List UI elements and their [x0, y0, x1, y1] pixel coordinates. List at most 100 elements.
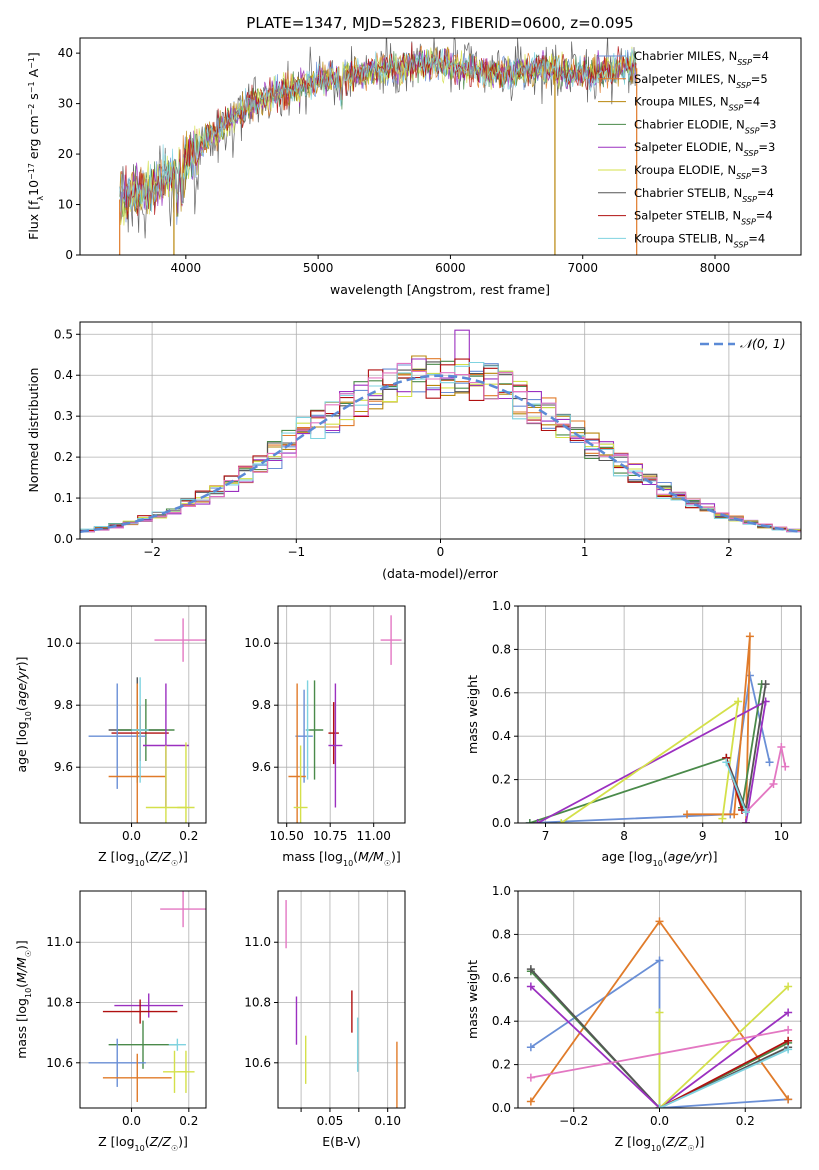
legend-subscript: SSP [729, 103, 744, 112]
plot-area [80, 329, 801, 534]
label-part: )] [178, 849, 188, 864]
label-part: A [26, 68, 41, 81]
mass-vs-extinction-panel: 0.05 0.10 10.6 10.8 11.0 E(B-V) [244, 890, 406, 1149]
weight-marker [722, 758, 731, 767]
x-tick-label: 5000 [303, 261, 334, 275]
weight-marker [526, 1043, 535, 1052]
label-part: age [log [14, 721, 29, 772]
label-part: mass [log [282, 849, 343, 864]
figure-title: PLATE=1347, MJD=52823, FIBERID=0600, z=0… [246, 14, 633, 32]
x-tick-label: 6000 [435, 261, 466, 275]
label-part: ☉ [687, 1144, 694, 1153]
legend-count: =4 [757, 186, 774, 200]
label-part: 10 [26, 180, 41, 196]
label-part: ☉ [384, 859, 391, 868]
legend-count: =4 [743, 95, 760, 109]
x-axis-label: wavelength [Angstrom, rest frame] [330, 282, 550, 297]
x-axis-label: Z [log10(Z/Z☉)] [615, 1134, 705, 1153]
label-part: Z [log [98, 849, 134, 864]
legend-name: Chabrier STELIB, N [634, 186, 742, 200]
legend-count: =3 [760, 117, 777, 131]
label-part: M/M [14, 957, 29, 983]
weight-marker [526, 1073, 535, 1082]
legend-name: Salpeter MILES, N [634, 72, 736, 86]
x-tick-label: 10.75 [313, 829, 347, 843]
plot-area [88, 891, 206, 1102]
axes-frame: 0.0 0.2 9.6 9.8 10.0 [46, 605, 207, 843]
weight-series [530, 985, 789, 1108]
weight-marker [525, 819, 534, 823]
axes-frame: −0.2 0.0 0.2 0.0 0.2 0.4 0.6 0.8 1.0 [492, 884, 802, 1128]
y-tick-label: 0.8 [492, 927, 511, 941]
weight-series [530, 968, 789, 1108]
y-tick-label: 0.4 [492, 729, 511, 743]
label-part: erg cm [26, 116, 41, 164]
weight-marker [557, 819, 566, 823]
x-tick-label: 10.50 [270, 829, 304, 843]
axes-frame: 0.0 0.2 10.6 10.8 11.0 [46, 890, 207, 1128]
label-part: M/M [358, 849, 384, 864]
y-tick-label: 20 [58, 147, 73, 161]
x-tick-label: 0.0 [122, 1114, 141, 1128]
x-tick-label: 7000 [567, 261, 598, 275]
x-tick-label: 11.00 [357, 829, 391, 843]
weight-marker [730, 810, 739, 819]
weight-marker [745, 632, 754, 641]
legend-subscript: SSP [745, 126, 760, 135]
weight-marker [761, 680, 770, 689]
axes-border [79, 890, 207, 1109]
label-part: 10 [653, 859, 663, 868]
legend-subscript: SSP [734, 240, 749, 249]
label-part: age [log [601, 849, 652, 864]
label-part: −17 [27, 163, 36, 180]
y-tick-label: 10.0 [244, 636, 271, 650]
label-part: λ [36, 196, 45, 201]
legend-entry: Salpeter STELIB, NSSP=4 [634, 209, 773, 227]
y-tick-label: 10.8 [244, 996, 271, 1010]
y-tick-label: 1.0 [492, 599, 511, 613]
weight-vs-metallicity-panel: −0.2 0.0 0.2 0.0 0.2 0.4 0.6 0.8 1.0 Z [log10(Z/Z… [465, 884, 802, 1153]
y-axis-label: mass weight [465, 675, 480, 754]
label-part: Z [log [98, 1134, 134, 1149]
legend-entry: Salpeter ELODIE, NSSP=3 [634, 140, 775, 158]
label-part: ] [26, 52, 41, 57]
legend-entry: Chabrier MILES, NSSP=4 [634, 49, 769, 67]
x-axis-label: Z [log10(Z/Z☉)] [98, 849, 188, 868]
x-tick-label: 8000 [700, 261, 731, 275]
label-part: ( [661, 1134, 666, 1149]
plot-area [285, 900, 398, 1108]
label-part: )] [178, 1134, 188, 1149]
y-tick-label: 10.0 [46, 636, 73, 650]
x-tick-label: 4000 [171, 261, 202, 275]
label-part: 10 [24, 711, 33, 721]
y-tick-label: 0.1 [54, 491, 73, 505]
x-axis-label: age [log10(age/yr)] [601, 849, 717, 868]
weight-marker [526, 965, 535, 974]
x-tick-label: 7 [542, 829, 550, 843]
label-part: age/yr [14, 665, 29, 706]
residuals-panel: −2 −1 0 1 2 0.0 0.1 0.2 0.3 0.4 0.5 𝒩(0, 1) (data-mo… [26, 321, 802, 581]
weight-marker [734, 697, 743, 706]
mass-vs-metallicity-panel: 0.0 0.210.610.811.0Z [log10(Z/Z☉)]mass [l… [14, 890, 207, 1153]
x-axis-label: mass [log10(M/M☉)] [282, 849, 401, 868]
x-tick-label: 0.10 [374, 1114, 401, 1128]
weight-marker [765, 758, 774, 767]
legend-name: Chabrier ELODIE, N [634, 117, 745, 131]
legend-count: =4 [748, 231, 765, 245]
axes-frame: 4000 5000 6000 7000 8000 0 10 20 30 40 [58, 37, 802, 275]
spectrum-panel: 4000 5000 6000 7000 8000 0 10 20 30 40 Chabrier MI… [26, 37, 802, 297]
x-tick-label: 10 [774, 829, 789, 843]
y-tick-label: 0.3 [54, 409, 73, 423]
legend-name: Chabrier MILES, N [634, 49, 737, 63]
weight-marker [526, 1097, 535, 1106]
y-tick-label: 9.8 [54, 698, 73, 712]
legend-entry: Kroupa MILES, NSSP=4 [634, 95, 760, 113]
label-part: )] [14, 656, 29, 666]
weight-marker [655, 1008, 664, 1017]
label-part: −1 [27, 81, 36, 93]
y-axis-label: Flux [fλ10−17 erg cm−2 s−1 A−1] [26, 52, 45, 240]
weight-marker [777, 743, 786, 752]
label-part: Z/Z [149, 849, 172, 864]
